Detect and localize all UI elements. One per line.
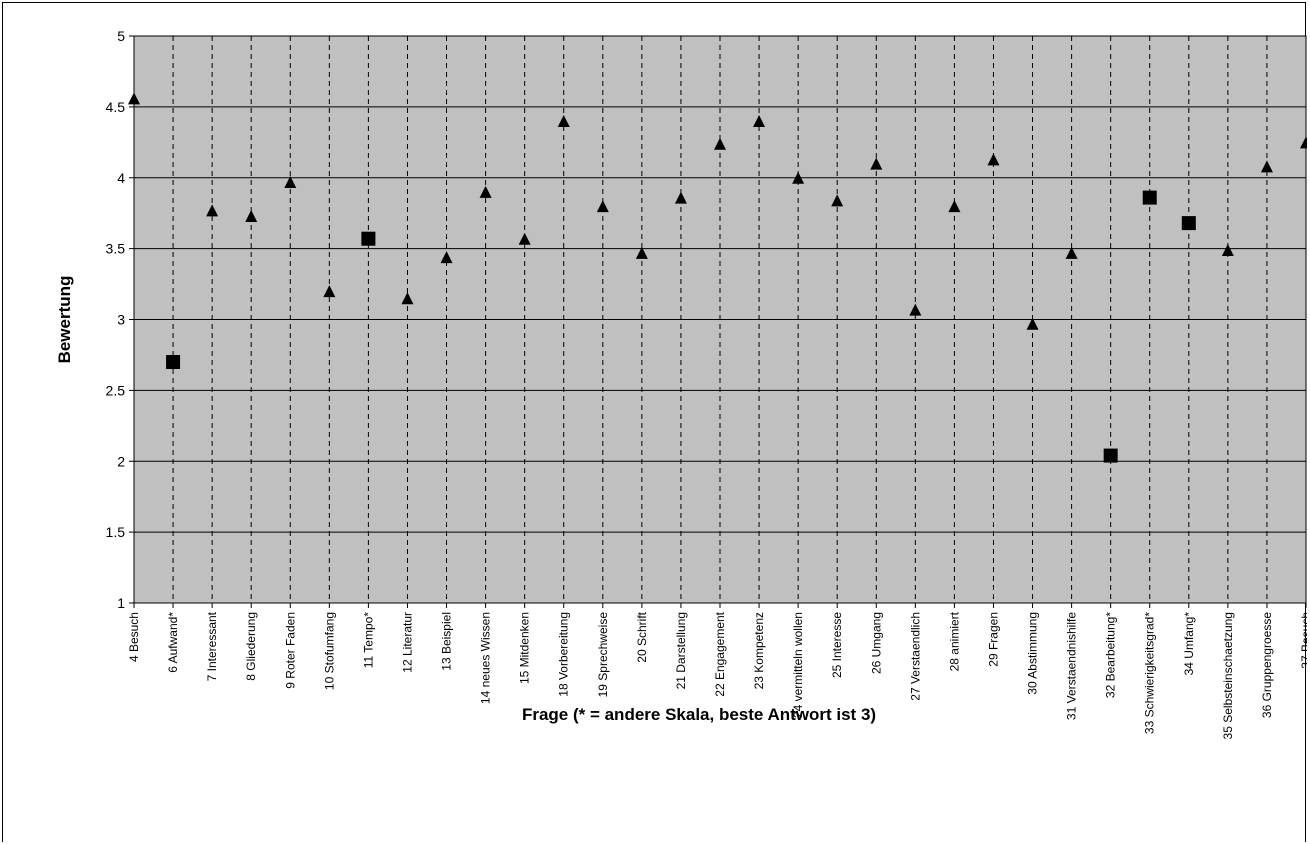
- triangle-marker: [909, 303, 922, 316]
- x-tick-label: 30 Abstimmung: [1026, 612, 1040, 695]
- triangle-marker: [1260, 160, 1273, 173]
- triangle-marker: [674, 191, 687, 204]
- x-tick-label: 19 Sprechweise: [596, 612, 610, 698]
- triangle-marker: [831, 194, 844, 207]
- y-tick-label: 3: [117, 312, 125, 328]
- x-tick-label: 34 Umfang*: [1182, 612, 1196, 676]
- x-axis-labels: 4 Besuch 6 Aufwand* 7 Interessant 8 Glieder…: [127, 603, 1307, 739]
- triangle-marker: [128, 92, 140, 105]
- triangle-marker: [635, 246, 648, 259]
- x-tick-label: 26 Umgang: [869, 612, 883, 674]
- triangle-marker: [440, 251, 453, 264]
- triangle-marker: [401, 292, 414, 305]
- x-tick-label: 8 Gliederung: [244, 612, 258, 681]
- x-tick-label: 21 Darstellung: [674, 612, 688, 689]
- triangle-marker: [753, 115, 766, 128]
- chart: 1 1.5 2 2.5 3 3.5 4 4.5 5 4 Besuch 6 Aufwand* 7 In…: [55, 28, 1307, 739]
- x-tick-label: 22 Engagement: [713, 611, 727, 696]
- triangle-marker: [557, 115, 570, 128]
- plot-area-group: [128, 35, 1307, 604]
- triangle-marker: [870, 157, 883, 170]
- x-tick-label: 33 Schwierigkeitsgrad*: [1143, 612, 1157, 734]
- triangle-marker: [206, 204, 219, 217]
- square-marker: [1181, 216, 1196, 231]
- triangle-marker: [245, 210, 258, 223]
- y-tick-label: 5: [117, 28, 125, 44]
- x-tick-label: 20 Schrift: [635, 611, 649, 662]
- triangle-marker: [284, 176, 297, 189]
- x-tick-label: 13 Beispiel: [440, 612, 454, 671]
- triangle-marker: [323, 285, 336, 298]
- x-tick-label: 6 Aufwand*: [166, 612, 180, 673]
- x-tick-label: 11 Tempo*: [361, 612, 375, 669]
- triangle-marker: [479, 185, 492, 198]
- y-axis-title: Bewertung: [55, 276, 74, 364]
- square-marker: [1103, 448, 1118, 463]
- y-tick-label: 2.5: [106, 382, 126, 398]
- triangle-marker: [596, 200, 609, 213]
- x-tick-label: 7 Interessant: [205, 611, 219, 681]
- x-tick-label: 28 animiert: [947, 611, 961, 671]
- data-markers: [128, 92, 1307, 463]
- triangle-marker: [1065, 246, 1078, 259]
- x-tick-label: 27 Verstaendlich: [908, 612, 922, 701]
- triangle-marker: [948, 200, 961, 213]
- y-tick-label: 4.5: [106, 99, 126, 115]
- triangle-marker: [792, 171, 805, 184]
- y-tick-label: 3.5: [106, 241, 126, 257]
- y-axis-ticks: 1 1.5 2 2.5 3 3.5 4 4.5 5: [106, 28, 134, 611]
- x-tick-label: 15 Mitdenken: [518, 612, 532, 684]
- triangle-marker: [1221, 244, 1234, 257]
- y-tick-label: 2: [117, 453, 125, 469]
- x-tick-label: 32 Bearbeitung*: [1104, 612, 1118, 698]
- x-tick-label: 4 Besuch: [127, 612, 141, 662]
- x-tick-label: 10 Stofumfang: [322, 612, 336, 690]
- x-tick-label: 25 Interesse: [830, 612, 844, 678]
- x-tick-label: 31 Verstaendnishilfe: [1065, 612, 1079, 720]
- x-tick-label: 36 Gruppengroesse: [1260, 612, 1274, 718]
- x-tick-label: 29 Fragen: [986, 612, 1000, 667]
- y-tick-label: 4: [117, 170, 125, 186]
- x-axis-title: Frage (* = andere Skala, beste Antwort i…: [522, 705, 876, 724]
- triangle-marker: [714, 137, 726, 150]
- square-marker: [361, 231, 376, 246]
- square-marker: [166, 355, 181, 370]
- triangle-marker: [1026, 317, 1039, 330]
- x-tick-label: 24 vermitteln wollen: [791, 612, 805, 718]
- x-tick-label: 23 Kompetenz: [752, 612, 766, 689]
- x-tick-label: 12 Literatur: [400, 612, 414, 673]
- x-tick-label: 18 Vorbereitung: [557, 612, 571, 697]
- x-tick-label: 14 neues Wissen: [479, 612, 493, 704]
- triangle-marker: [518, 232, 531, 245]
- triangle-marker: [1300, 136, 1307, 149]
- triangle-marker: [987, 153, 1000, 166]
- y-tick-label: 1: [117, 595, 125, 611]
- y-tick-label: 1.5: [106, 524, 126, 540]
- x-tick-label: 9 Roter Faden: [283, 612, 297, 689]
- square-marker: [1142, 190, 1157, 205]
- x-tick-label: 35 Selbsteinschaetzung: [1221, 612, 1235, 739]
- x-tick-label: 37 Besuch: [1299, 612, 1307, 669]
